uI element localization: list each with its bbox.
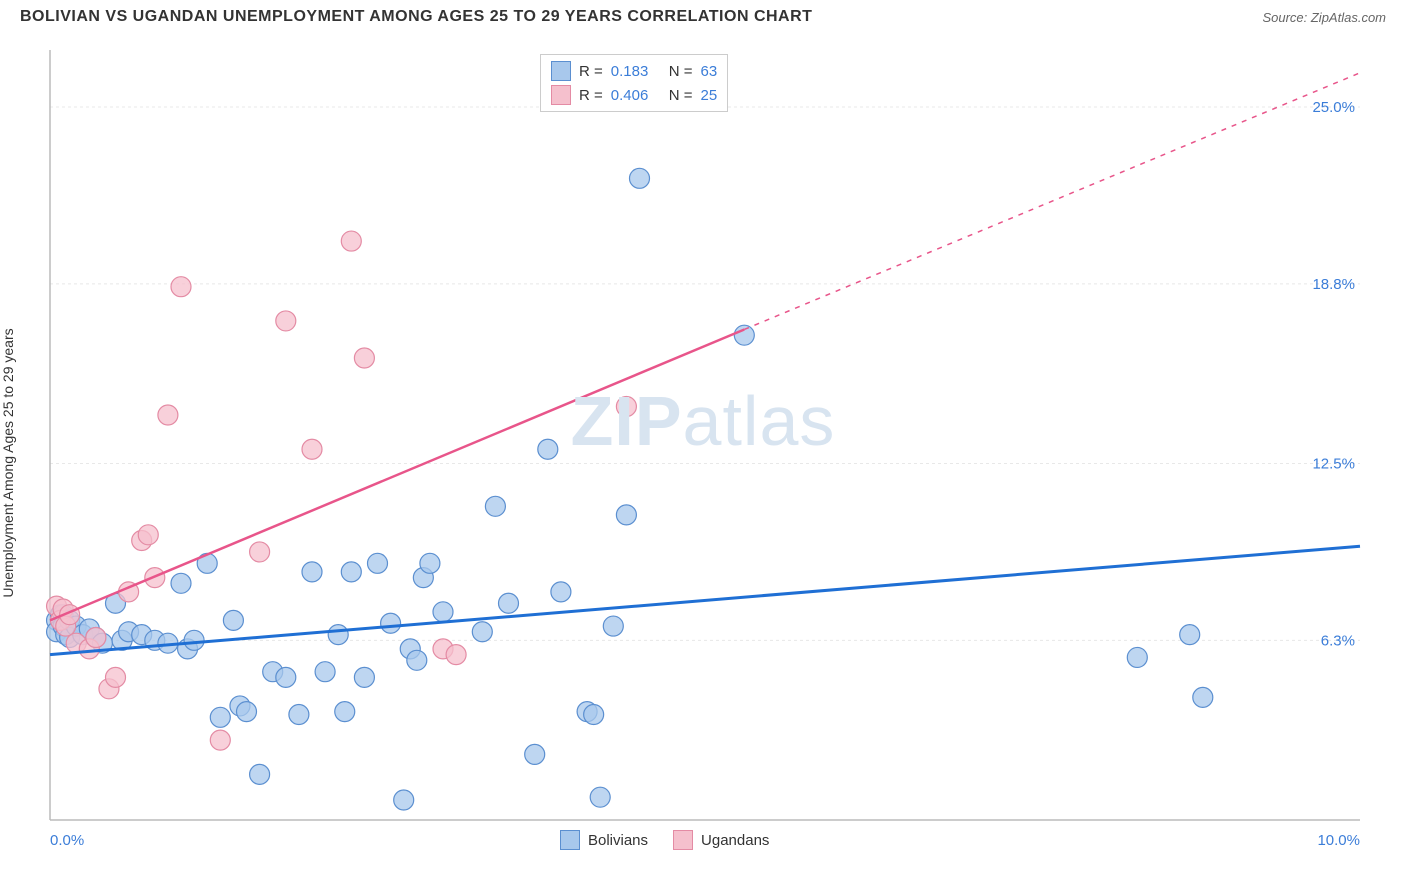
legend-label: Bolivians bbox=[588, 832, 648, 849]
stat-r-value: 0.406 bbox=[611, 87, 661, 104]
stat-n-value: 63 bbox=[701, 63, 718, 80]
legend-swatch bbox=[551, 61, 571, 81]
stat-r-label: R = bbox=[579, 63, 603, 80]
stat-n-label: N = bbox=[669, 87, 693, 104]
svg-text:6.3%: 6.3% bbox=[1321, 632, 1355, 649]
chart-container: Unemployment Among Ages 25 to 29 years Z… bbox=[0, 30, 1406, 880]
stat-n-label: N = bbox=[669, 63, 693, 80]
svg-text:25.0%: 25.0% bbox=[1312, 99, 1355, 116]
stat-r-value: 0.183 bbox=[611, 63, 661, 80]
stats-row: R = 0.406 N = 25 bbox=[551, 83, 717, 107]
y-axis-label: Unemployment Among Ages 25 to 29 years bbox=[0, 328, 16, 597]
correlation-stats-box: R = 0.183 N = 63 R = 0.406 N = 25 bbox=[540, 54, 728, 112]
stat-n-value: 25 bbox=[701, 87, 718, 104]
legend-label: Ugandans bbox=[701, 832, 769, 849]
stat-r-label: R = bbox=[579, 87, 603, 104]
svg-text:0.0%: 0.0% bbox=[50, 832, 84, 849]
legend-item: Ugandans bbox=[673, 830, 769, 850]
stats-row: R = 0.183 N = 63 bbox=[551, 59, 717, 83]
svg-text:18.8%: 18.8% bbox=[1312, 276, 1355, 293]
svg-text:10.0%: 10.0% bbox=[1317, 832, 1360, 849]
scatter-chart: 6.3% 12.5% 18.8% 25.0% 0.0% 10.0% bbox=[0, 30, 1406, 880]
legend-swatch bbox=[560, 830, 580, 850]
series-legend: Bolivians Ugandans bbox=[560, 830, 769, 850]
svg-text:12.5%: 12.5% bbox=[1312, 456, 1355, 473]
legend-swatch bbox=[673, 830, 693, 850]
chart-title: BOLIVIAN VS UGANDAN UNEMPLOYMENT AMONG A… bbox=[20, 8, 812, 26]
source-label: Source: ZipAtlas.com bbox=[1262, 10, 1386, 25]
legend-swatch bbox=[551, 85, 571, 105]
legend-item: Bolivians bbox=[560, 830, 648, 850]
